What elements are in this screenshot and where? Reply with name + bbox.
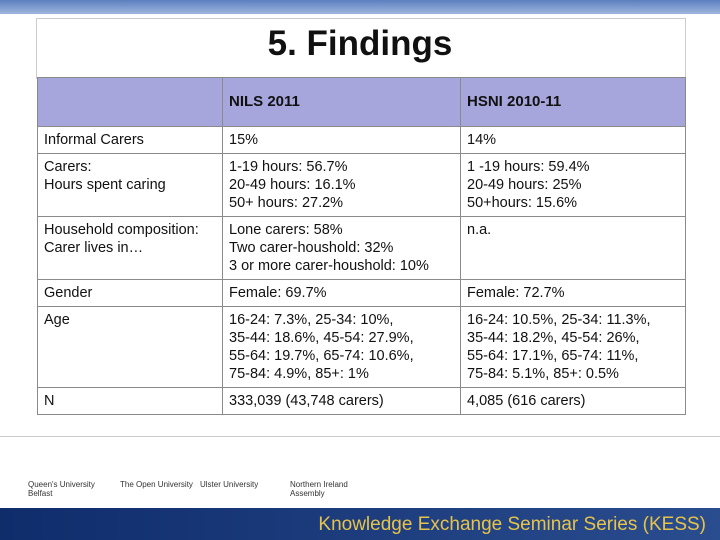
header-cell: HSNI 2010-11: [460, 77, 686, 127]
table-cell: N: [37, 387, 223, 415]
cell-line: Carer lives in…: [44, 240, 144, 256]
cell-line: 75-84: 5.1%, 85+: 0.5%: [467, 366, 619, 382]
table-cell: Lone carers: 58% Two carer-houshold: 32% 3…: [222, 216, 461, 280]
cell-line: 15%: [229, 132, 259, 148]
slide-title: 5. Findings: [267, 24, 453, 63]
table-cell: Informal Carers: [37, 126, 223, 154]
cell-line: 35-44: 18.6%, 45-54: 27.9%,: [229, 330, 414, 346]
cell-line: Carers:: [44, 159, 92, 175]
cell-line: Female: 69.7%: [229, 285, 327, 301]
title-frame: [36, 18, 686, 79]
cell-line: Lone carers: 58%: [229, 222, 343, 238]
cell-line: 16-24: 7.3%, 25-34: 10%,: [229, 312, 394, 328]
header-cell: [37, 77, 223, 127]
table-cell: 333,039 (43,748 carers): [222, 387, 461, 415]
logo-text: The Open University: [120, 480, 193, 489]
header-row: NILS 2011 HSNI 2010-11: [37, 77, 686, 127]
table-row: Gender Female: 69.7% Female: 72.7%: [37, 279, 686, 307]
logo-text: Queen's University Belfast: [28, 480, 95, 498]
table-body: Informal Carers 15% 14% Carers: Hours spent …: [37, 126, 686, 415]
table-cell: Household composition: Carer lives in…: [37, 216, 223, 280]
cell-line: Female: 72.7%: [467, 285, 565, 301]
cell-line: 55-64: 17.1%, 65-74: 11%,: [467, 348, 639, 364]
cell-line: N: [44, 393, 55, 409]
table-row: Informal Carers 15% 14%: [37, 126, 686, 154]
cell-line: Informal Carers: [44, 132, 144, 148]
findings-table: NILS 2011 HSNI 2010-11 Informal Carers 15%…: [37, 77, 686, 415]
table-cell: 1-19 hours: 56.7% 20-49 hours: 16.1% 50+ h…: [222, 153, 461, 217]
cell-line: 1 -19 hours: 59.4%: [467, 159, 590, 175]
cell-line: 20-49 hours: 25%: [467, 177, 582, 193]
logo-text: Northern Ireland Assembly: [290, 480, 348, 498]
cell-line: n.a.: [467, 222, 492, 238]
logo-text: Ulster University: [200, 480, 259, 489]
top-band: [0, 0, 720, 14]
cell-line: 4,085 (616 carers): [467, 393, 586, 409]
table-cell: n.a.: [460, 216, 686, 280]
cell-line: 50+ hours: 27.2%: [229, 195, 344, 211]
cell-line: 20-49 hours: 16.1%: [229, 177, 356, 193]
cell-line: 35-44: 18.2%, 45-54: 26%,: [467, 330, 640, 346]
table-cell: 15%: [222, 126, 461, 154]
table-row: Household composition: Carer lives in… Lon…: [37, 216, 686, 280]
cell-line: 50+hours: 15.6%: [467, 195, 578, 211]
cell-line: 333,039 (43,748 carers): [229, 393, 384, 409]
cell-line: Age: [44, 312, 70, 328]
cell-line: Household composition:: [44, 222, 199, 238]
header-cell: NILS 2011: [222, 77, 461, 127]
logos: Queen's University Belfast The Open Unive…: [20, 452, 420, 502]
table-cell: Age: [37, 306, 223, 388]
cell-line: 1-19 hours: 56.7%: [229, 159, 348, 175]
cell-line: Gender: [44, 285, 93, 301]
table-cell: Female: 69.7%: [222, 279, 461, 307]
table-cell: Female: 72.7%: [460, 279, 686, 307]
table-cell: 16-24: 10.5%, 25-34: 11.3%, 35-44: 18.2%,…: [460, 306, 686, 388]
table-cell: 4,085 (616 carers): [460, 387, 686, 415]
footer-text: Knowledge Exchange Seminar Series (KESS): [318, 514, 706, 535]
cell-line: 3 or more carer-houshold: 10%: [229, 258, 429, 274]
table-row: Age 16-24: 7.3%, 25-34: 10%, 35-44: 18.6%,…: [37, 306, 686, 388]
cell-line: 55-64: 19.7%, 65-74: 10.6%,: [229, 348, 414, 364]
cell-line: 14%: [467, 132, 497, 148]
footer: Knowledge Exchange Seminar Series (KESS): [0, 508, 720, 540]
cell-line: 16-24: 10.5%, 25-34: 11.3%,: [467, 312, 651, 328]
cell-line: Two carer-houshold: 32%: [229, 240, 394, 256]
table-cell: Gender: [37, 279, 223, 307]
cell-line: Hours spent caring: [44, 177, 166, 193]
table-row: Carers: Hours spent caring 1-19 hours: 56.…: [37, 153, 686, 217]
separator: [0, 436, 720, 437]
table-row: N 333,039 (43,748 carers) 4,085 (616 carer…: [37, 387, 686, 415]
table-cell: 16-24: 7.3%, 25-34: 10%, 35-44: 18.6%, 45…: [222, 306, 461, 388]
table-cell: 1 -19 hours: 59.4% 20-49 hours: 25% 50+hou…: [460, 153, 686, 217]
cell-line: 75-84: 4.9%, 85+: 1%: [229, 366, 369, 382]
table-cell: 14%: [460, 126, 686, 154]
table-cell: Carers: Hours spent caring: [37, 153, 223, 217]
